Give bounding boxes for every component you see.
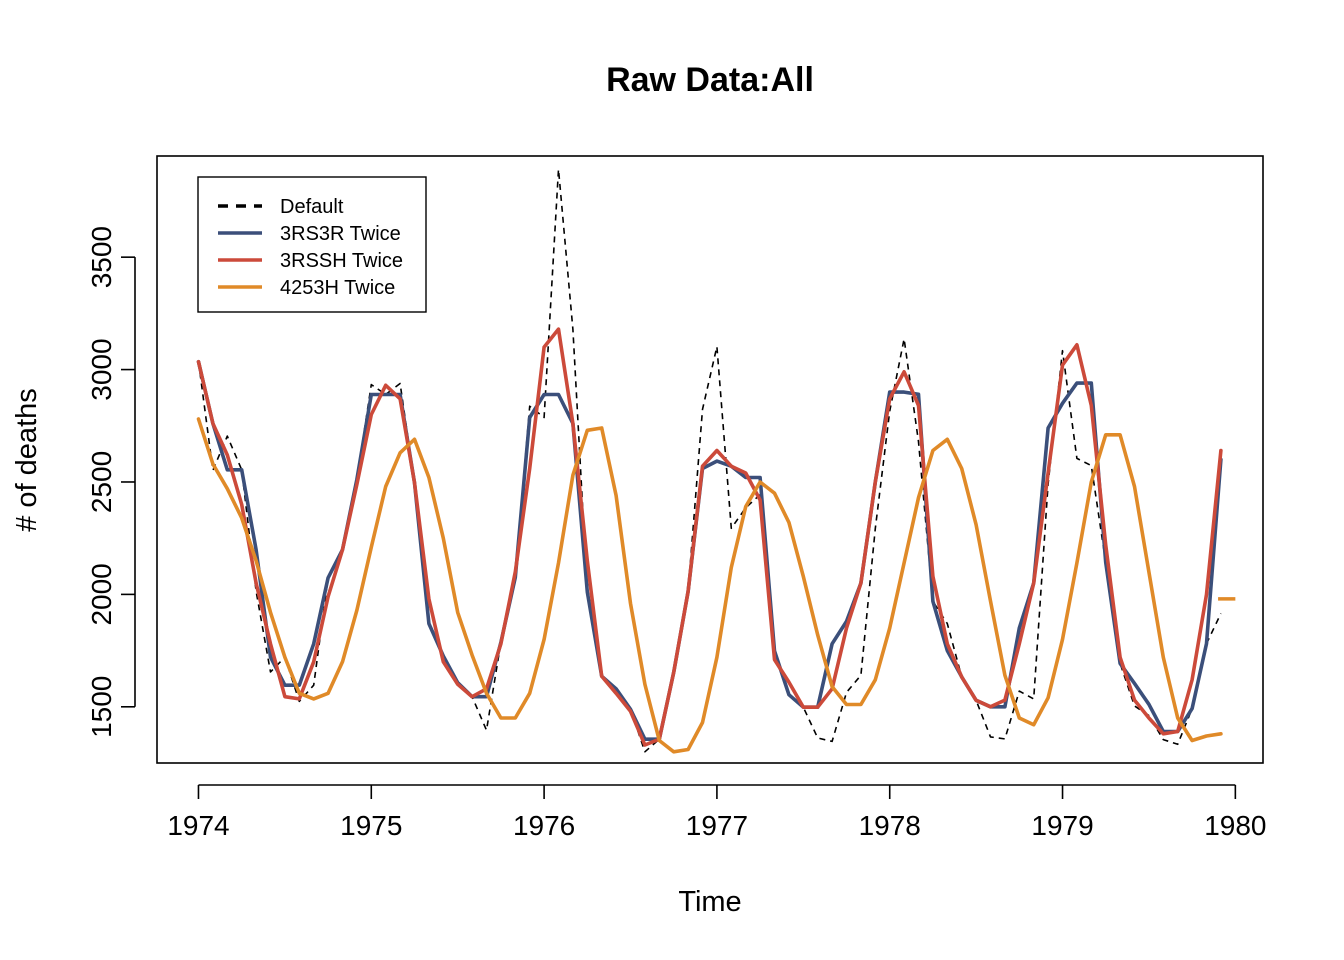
chart-title: Raw Data:All bbox=[606, 61, 814, 99]
x-tick-label: 1975 bbox=[340, 810, 402, 841]
y-tick-label: 3500 bbox=[86, 226, 117, 288]
y-tick-label: 2000 bbox=[86, 563, 117, 625]
x-tick-label: 1978 bbox=[859, 810, 921, 841]
x-tick-label: 1979 bbox=[1031, 810, 1093, 841]
series-line-3 bbox=[196, 417, 1223, 754]
x-axis: 1974 1975 1976 1977 1978 1979 1980 bbox=[167, 784, 1266, 841]
legend: Default 3RS3R Twice 3RSSH Twice 4253H Twice bbox=[197, 176, 427, 313]
x-tick-label: 1980 bbox=[1204, 810, 1266, 841]
y-axis-label: # of deaths bbox=[11, 388, 43, 532]
x-axis-label: Time bbox=[678, 886, 741, 918]
y-tick-label: 2500 bbox=[86, 451, 117, 513]
series-line-2 bbox=[196, 327, 1223, 747]
legend-label: 3RS3R Twice bbox=[280, 223, 401, 245]
legend-label: 4253H Twice bbox=[280, 277, 395, 299]
x-tick-label: 1976 bbox=[513, 810, 575, 841]
legend-label: Default bbox=[280, 196, 344, 218]
x-tick-label: 1977 bbox=[686, 810, 748, 841]
legend-box bbox=[197, 176, 427, 313]
y-axis: 1500 2000 2500 3000 3500 bbox=[86, 226, 136, 738]
series-layer bbox=[196, 168, 1236, 754]
x-tick-label: 1974 bbox=[167, 810, 229, 841]
legend-label: 3RSSH Twice bbox=[280, 250, 403, 272]
plot-frame bbox=[156, 155, 1264, 764]
y-tick-label: 1500 bbox=[86, 676, 117, 738]
series-line-1 bbox=[196, 359, 1223, 742]
y-tick-label: 3000 bbox=[86, 338, 117, 400]
